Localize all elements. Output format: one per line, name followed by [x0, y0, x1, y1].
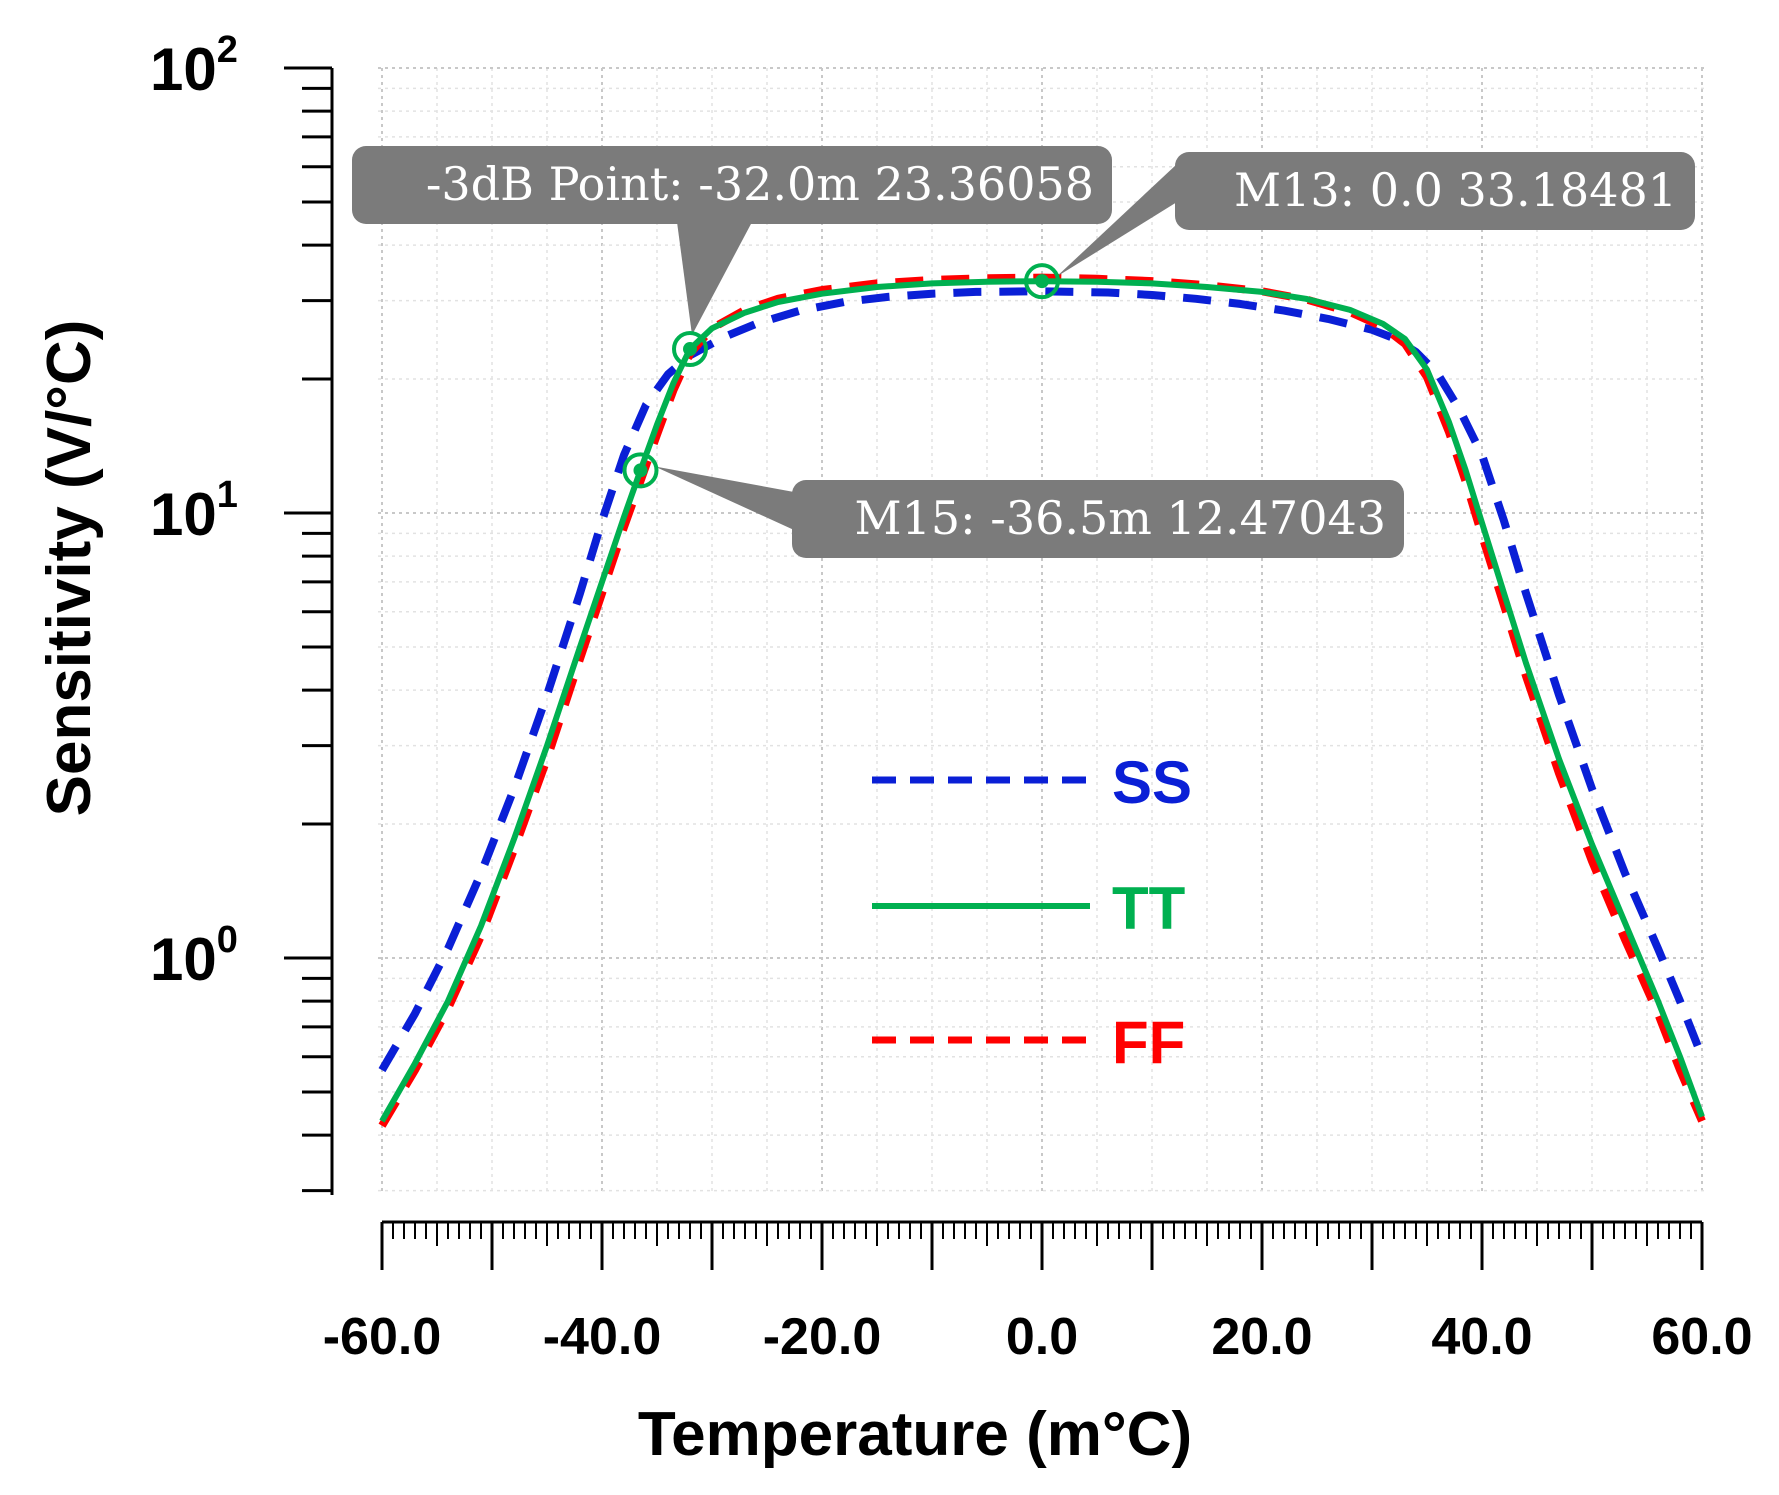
marker-callout-pointer	[654, 466, 794, 530]
marker-ring	[672, 331, 708, 368]
series-line-ss	[378, 287, 1706, 1073]
legend-label-ff: FF	[1112, 1009, 1185, 1076]
x-tick-label: 0.0	[1006, 1308, 1078, 1366]
marker-label: M15: -36.5m 12.47043	[855, 491, 1386, 545]
y-tick-label: 101	[150, 474, 238, 548]
grid	[378, 67, 1705, 1195]
marker-ring	[622, 452, 659, 489]
x-tick-label: -20.0	[763, 1308, 882, 1366]
marker-callout-box	[1175, 152, 1695, 230]
legend: SS TT FF	[872, 749, 1192, 1076]
series-line-tt	[379, 278, 1705, 1123]
axes: 102 101 100 -60.0 -40.0 -20.0 0.0 20.0 40.0 60.0	[150, 29, 1753, 1366]
marker-dot	[633, 463, 648, 478]
marker-label: M13: 0.0 33.18481	[1234, 163, 1677, 217]
marker-dot	[683, 342, 697, 357]
y-tick-label: 100	[150, 919, 238, 993]
marker-ring	[1024, 263, 1060, 300]
x-axis-title: Temperature (m°C)	[638, 1400, 1192, 1469]
y-tick-label: 102	[150, 29, 238, 103]
marker-dot	[1035, 274, 1049, 289]
x-tick-label: -40.0	[543, 1308, 662, 1366]
x-tick-label: -60.0	[323, 1308, 442, 1366]
marker-layer: -3dB Point: -32.0m 23.36058 M13: 0.0 33.1…	[352, 146, 1695, 558]
marker-callout-box	[352, 146, 1112, 224]
marker-callout-pointer	[1056, 164, 1177, 278]
marker-callout-box	[792, 480, 1404, 558]
legend-label-tt: TT	[1112, 875, 1185, 942]
x-tick-label: 40.0	[1431, 1308, 1532, 1366]
x-tick-label: 20.0	[1211, 1308, 1312, 1366]
marker-label: -3dB Point: -32.0m 23.36058	[426, 157, 1094, 211]
marker-callout-pointer	[677, 222, 752, 336]
legend-label-ss: SS	[1112, 749, 1192, 816]
x-tick-label: 60.0	[1651, 1308, 1752, 1366]
y-axis-title: Sensitivity (V/°C)	[35, 320, 104, 817]
